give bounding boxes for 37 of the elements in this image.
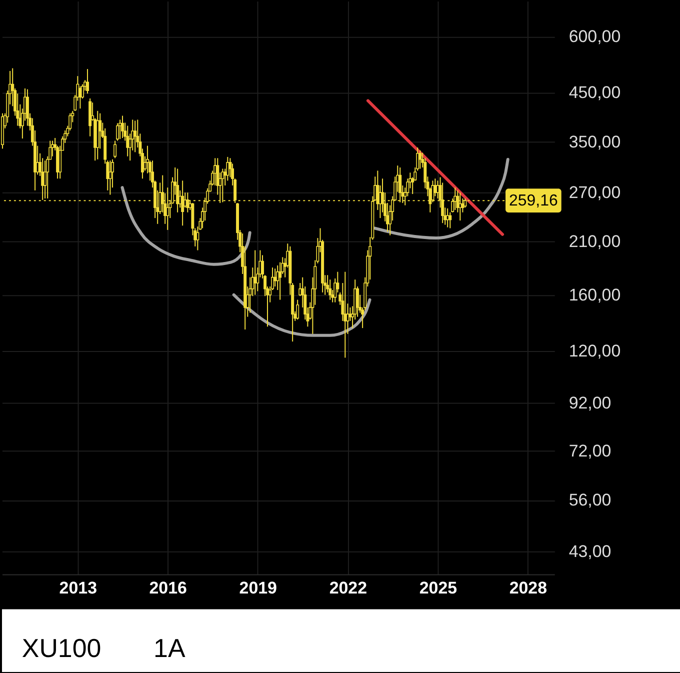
line-series — [120, 186, 252, 266]
candlestick — [448, 212, 452, 229]
candlestick — [344, 271, 347, 358]
candlestick — [328, 279, 332, 300]
x-tick-label: 2019 — [239, 578, 277, 598]
y-tick-label: 43,00 — [568, 542, 612, 562]
x-tick-label: 2013 — [59, 578, 97, 598]
candlestick — [418, 150, 422, 170]
candlestick — [86, 68, 90, 94]
candlestick — [108, 160, 112, 196]
text: XU100 — [22, 635, 102, 664]
x-tick-label: 2025 — [419, 578, 458, 598]
candlestick — [134, 120, 137, 153]
y-tick-label: 92,00 — [568, 393, 612, 412]
y-tick-label: 270,00 — [568, 183, 621, 202]
text: 1A — [154, 635, 186, 664]
y-tick-label: 160,00 — [568, 285, 621, 304]
ref-line-label: 259,16 — [509, 192, 558, 210]
candlestick — [296, 299, 300, 320]
candlestick — [226, 156, 230, 182]
y-tick-label: 72,00 — [568, 441, 612, 460]
y-tick-label: 56,00 — [568, 490, 612, 510]
y-tick-label: 450,00 — [568, 83, 621, 102]
candlestick — [181, 180, 184, 226]
y-tick-label: 210,00 — [568, 232, 621, 252]
candlestick — [416, 147, 420, 172]
y-tick-label: 120,00 — [568, 342, 621, 361]
x-tick-label: 2016 — [149, 578, 187, 598]
y-tick-label: 350,00 — [568, 132, 621, 152]
candlestick — [121, 115, 124, 138]
line-series — [232, 293, 372, 337]
candlestick — [116, 122, 119, 142]
y-tick-label: 600,00 — [568, 26, 621, 46]
x-tick-label: 2022 — [329, 578, 368, 598]
x-tick-label: 2028 — [509, 578, 548, 598]
candlestick — [26, 88, 29, 126]
candlestick — [114, 140, 117, 159]
